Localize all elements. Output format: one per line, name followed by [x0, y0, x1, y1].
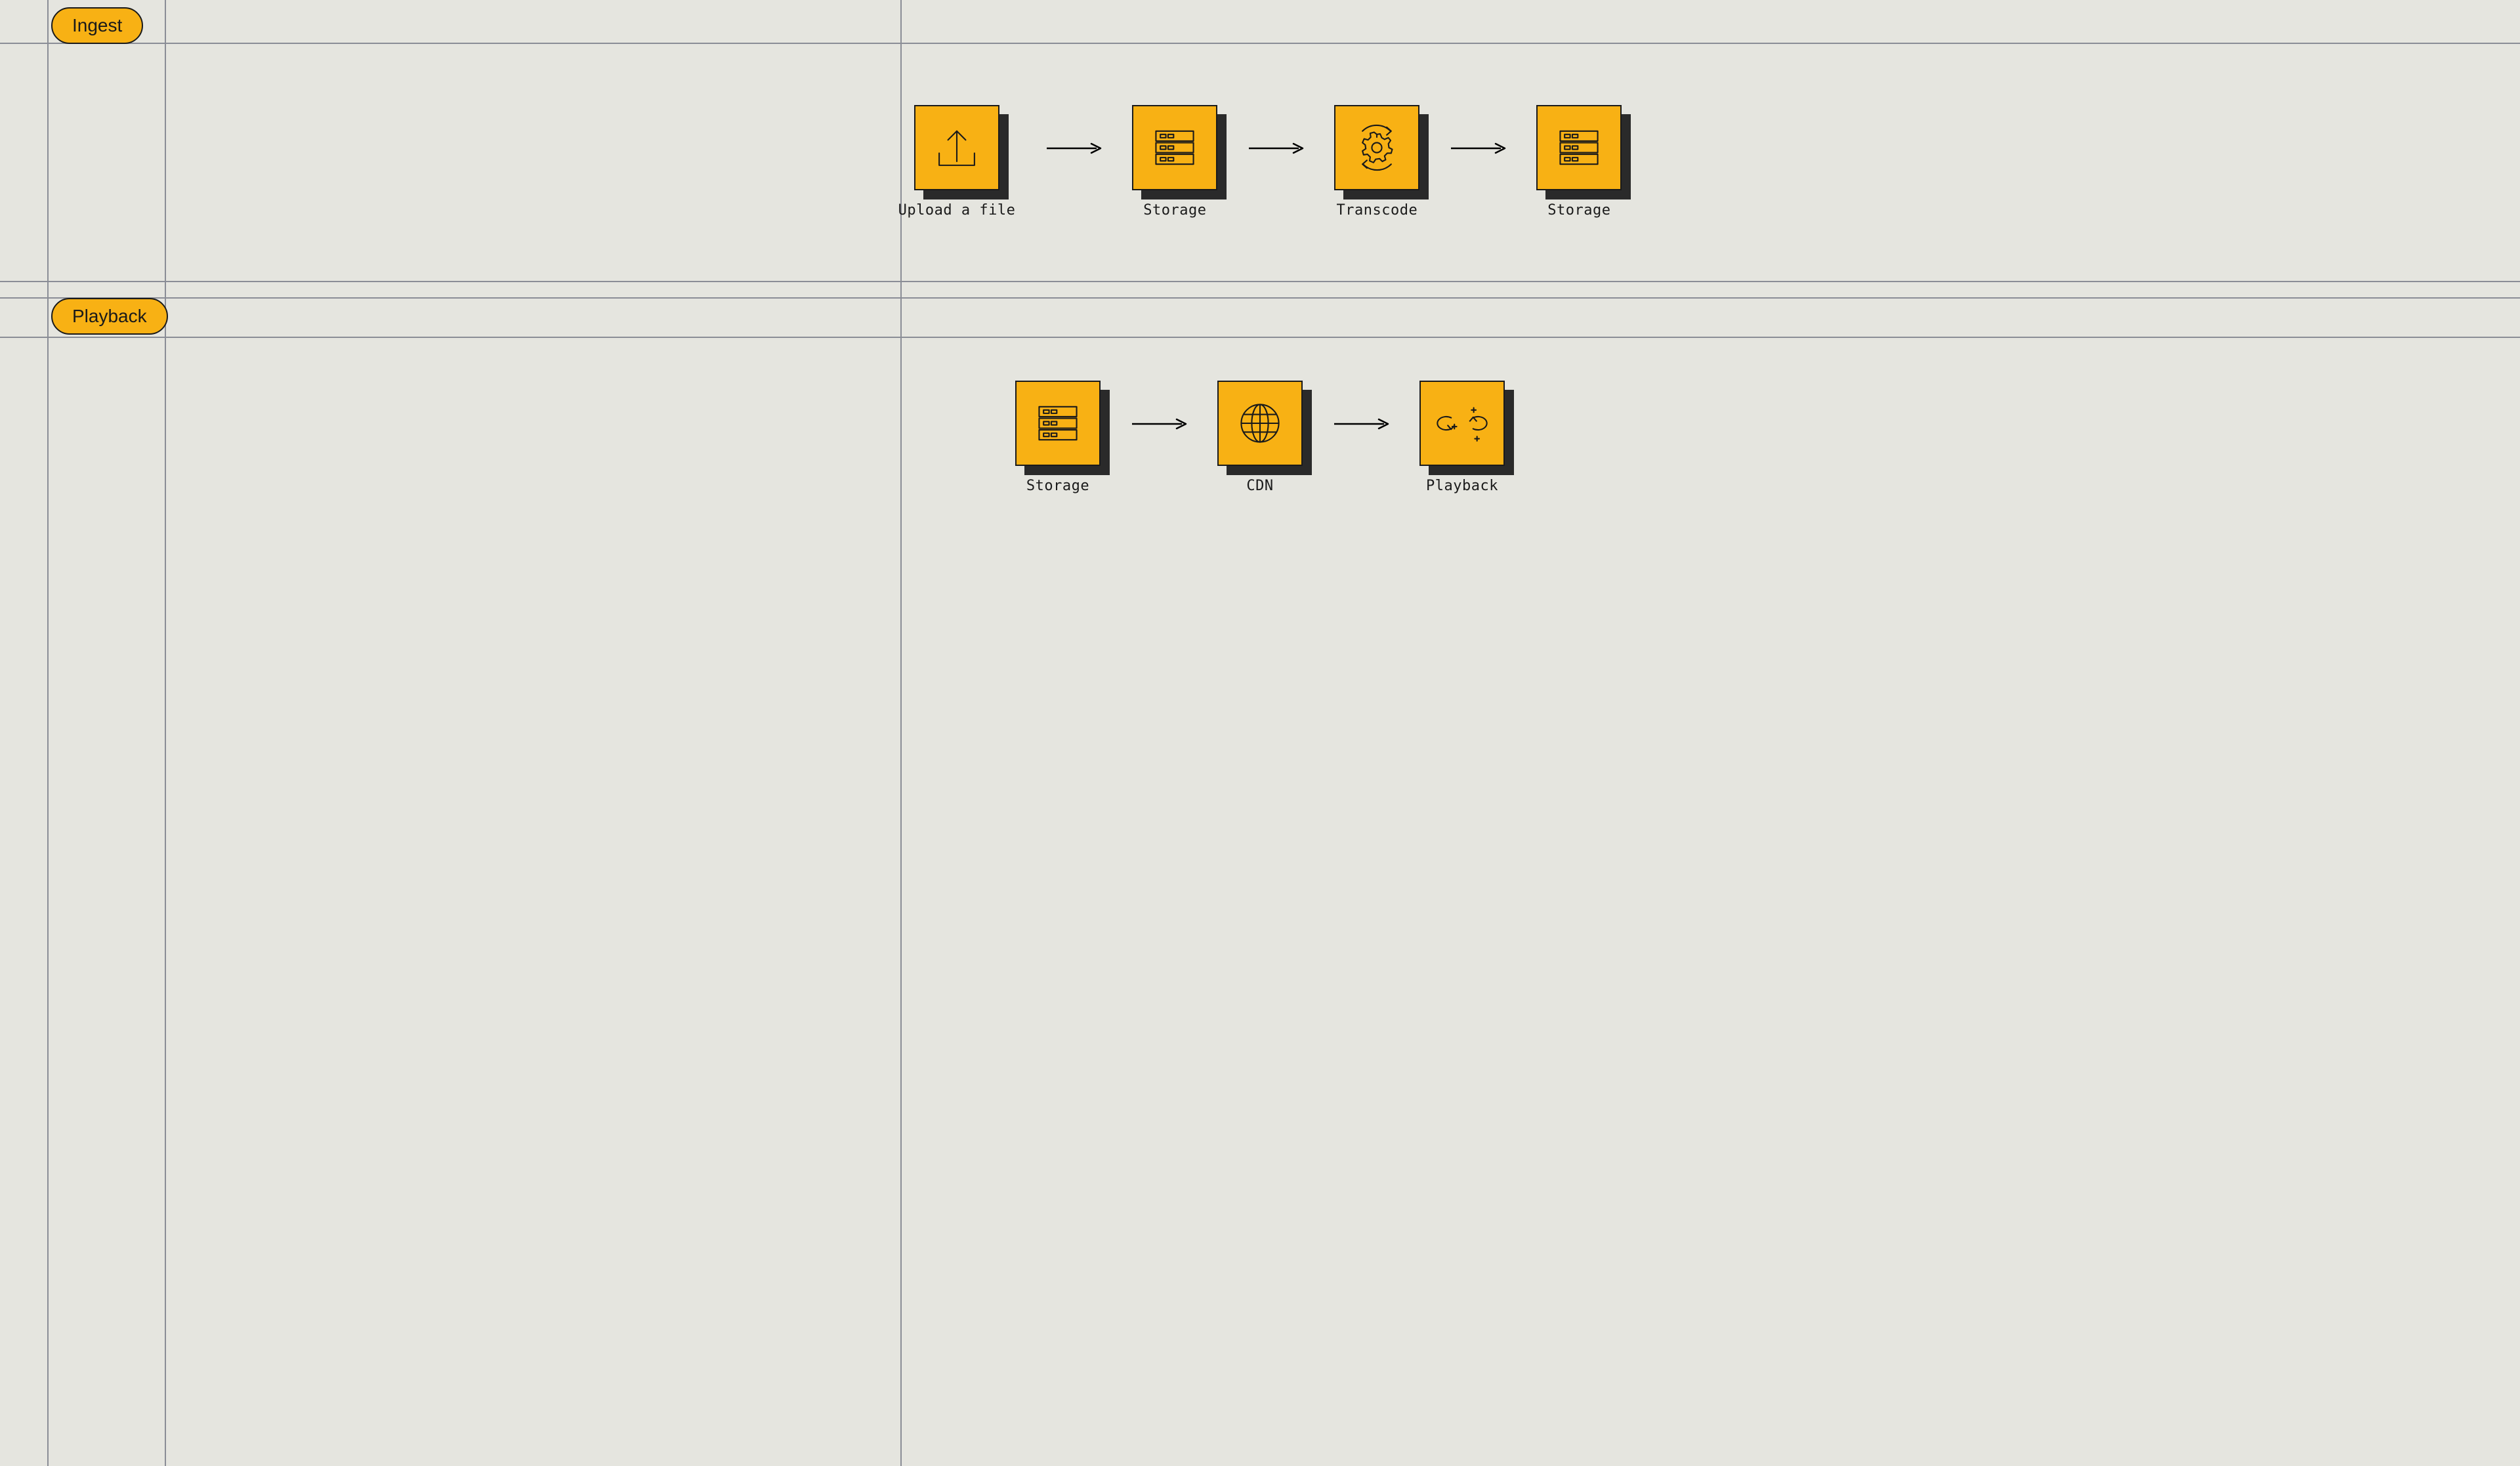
storage-icon — [1147, 120, 1202, 175]
iconbox — [1217, 381, 1303, 466]
iconbox-wrap — [914, 105, 999, 190]
section-pill-ingest: Ingest — [51, 7, 143, 44]
grid-vline-2 — [165, 0, 166, 1466]
grid-vline-right — [900, 0, 902, 1466]
grid-hline-ingest-bottom — [0, 281, 2520, 282]
node-ingest-transcode: Transcode — [1334, 105, 1419, 219]
node-label: Storage — [1026, 478, 1089, 494]
grid-hline-playback-top — [0, 297, 2520, 299]
iconbox-wrap — [1419, 381, 1505, 466]
iconbox-wrap — [1536, 105, 1622, 190]
iconbox — [1334, 105, 1419, 190]
arrow-icon — [1450, 142, 1506, 155]
arrow-icon — [1248, 142, 1304, 155]
grid-hline-playback-header — [0, 337, 2520, 338]
node-label: Storage — [1547, 202, 1610, 219]
upload-icon — [929, 120, 984, 175]
iconbox — [1419, 381, 1505, 466]
grid-hline-ingest-top — [0, 43, 2520, 44]
node-label: Transcode — [1336, 202, 1418, 219]
cdn-icon — [1232, 396, 1288, 451]
iconbox — [914, 105, 999, 190]
node-label: Upload a file — [898, 202, 1016, 219]
node-ingest-storage: Storage — [1536, 105, 1622, 219]
section-pill-playback: Playback — [51, 298, 168, 335]
node-label: Storage — [1143, 202, 1206, 219]
iconbox — [1015, 381, 1101, 466]
node-label: CDN — [1246, 478, 1273, 494]
ingest-row: Upload a file Storage Transcode — [47, 105, 2473, 219]
iconbox-wrap — [1132, 105, 1217, 190]
arrow-icon — [1131, 417, 1187, 430]
iconbox-wrap — [1334, 105, 1419, 190]
iconbox-wrap — [1015, 381, 1101, 466]
node-label: Playback — [1426, 478, 1498, 494]
storage-icon — [1551, 120, 1606, 175]
playback-icon — [1435, 396, 1490, 451]
iconbox — [1132, 105, 1217, 190]
arrow-icon — [1045, 142, 1102, 155]
arrow-icon — [1333, 417, 1389, 430]
iconbox-wrap — [1217, 381, 1303, 466]
iconbox — [1536, 105, 1622, 190]
node-playback-playback: Playback — [1419, 381, 1505, 494]
storage-icon — [1030, 396, 1085, 451]
node-ingest-storage: Storage — [1132, 105, 1217, 219]
node-playback-storage: Storage — [1015, 381, 1101, 494]
grid-vline-left — [47, 0, 49, 1466]
node-playback-cdn: CDN — [1217, 381, 1303, 494]
node-ingest-upload: Upload a file — [898, 105, 1016, 219]
playback-row: Storage CDN Playback — [47, 381, 2473, 494]
transcode-icon — [1349, 120, 1404, 175]
